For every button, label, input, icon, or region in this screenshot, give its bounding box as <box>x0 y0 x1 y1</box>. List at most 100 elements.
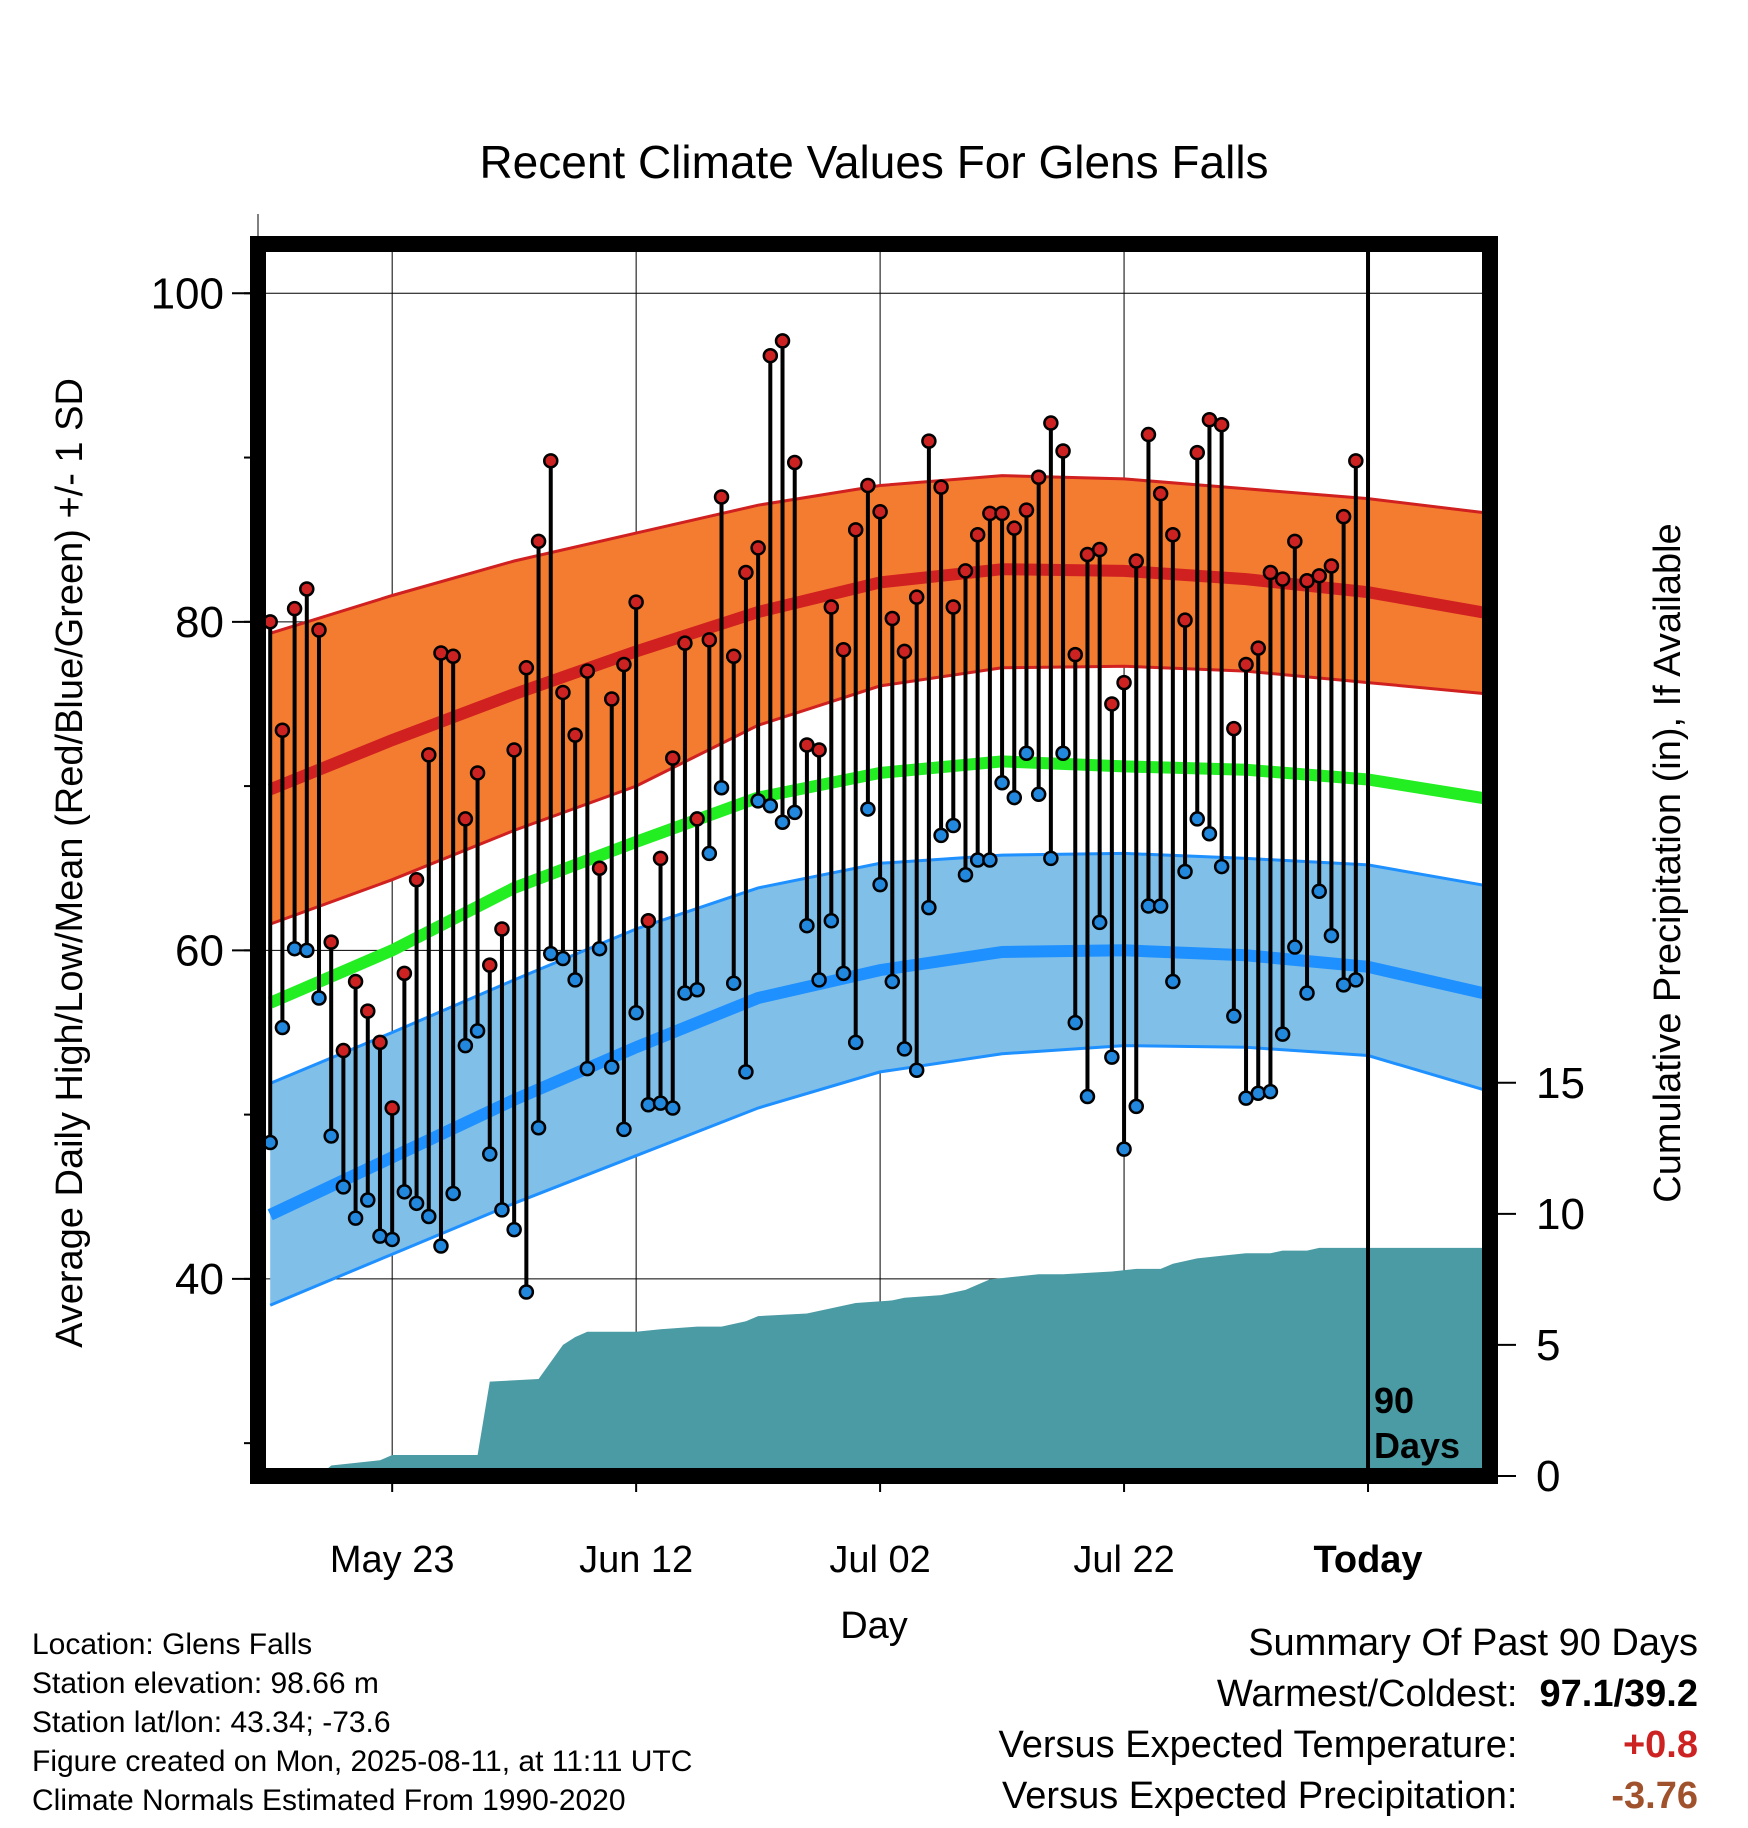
high-point <box>896 643 913 660</box>
low-point <box>1079 1088 1096 1105</box>
high-point <box>786 454 803 471</box>
low-point <box>1250 1085 1266 1102</box>
low-point <box>445 1185 461 1202</box>
high-point <box>1140 426 1157 443</box>
low-point <box>1201 825 1218 842</box>
high-point <box>1091 541 1108 558</box>
high-point <box>457 811 474 827</box>
high-point <box>421 747 437 763</box>
high-point <box>408 871 425 888</box>
warmest-coldest-label: Warmest/Coldest: <box>1216 1673 1518 1715</box>
normal-low-line <box>267 944 1492 1221</box>
low-point <box>567 972 583 988</box>
x-tick-label: Jul 22 <box>1073 1539 1174 1581</box>
low-point <box>1311 883 1327 899</box>
low-point <box>1213 858 1230 875</box>
low-point <box>1323 927 1340 944</box>
low-point <box>323 1128 339 1144</box>
precip-area <box>319 1247 1490 1476</box>
high-point <box>1213 416 1230 433</box>
low-point <box>274 1019 291 1036</box>
station-info: Location: Glens Falls Station elevation:… <box>32 1625 692 1820</box>
low-point <box>945 817 962 834</box>
high-point <box>872 504 888 520</box>
high-point <box>884 610 901 627</box>
high-point <box>1287 533 1303 550</box>
low-point <box>860 801 876 817</box>
high-point <box>555 684 571 701</box>
low-point <box>616 1121 632 1138</box>
y-tick-label: 80 <box>175 598 224 647</box>
low-point <box>933 827 949 844</box>
low-point <box>518 1284 535 1300</box>
low-point <box>579 1060 596 1077</box>
high-point <box>835 641 852 658</box>
high-point <box>677 635 693 651</box>
high-point <box>1250 640 1266 656</box>
x-axis-label: Day <box>840 1605 908 1647</box>
low-point <box>1104 1049 1120 1065</box>
high-point <box>543 453 559 469</box>
high-point <box>494 921 510 937</box>
plot-frame <box>250 236 1498 1484</box>
low-point <box>469 1023 486 1039</box>
high-sd-band <box>270 475 1491 925</box>
high-point <box>713 489 730 505</box>
precip-departure-value: -3.76 <box>1611 1775 1698 1817</box>
low-point <box>1177 863 1193 880</box>
low-point <box>847 1034 864 1051</box>
low-point <box>1152 898 1169 914</box>
x-tick-label: May 23 <box>330 1539 455 1581</box>
low-point <box>982 852 998 868</box>
high-point <box>969 527 986 543</box>
low-point <box>738 1064 754 1080</box>
high-point <box>1274 571 1291 587</box>
low-sd-band-lower-edge <box>269 1044 1491 1307</box>
high-point <box>738 564 754 581</box>
low-point <box>994 775 1010 791</box>
high-point <box>933 479 949 495</box>
high-point <box>1311 568 1327 584</box>
low-point <box>689 982 705 998</box>
low-point <box>896 1041 913 1057</box>
low-point <box>628 1005 644 1021</box>
high-point <box>860 477 876 494</box>
high-point <box>945 599 962 615</box>
low-point <box>811 972 827 988</box>
low-point <box>530 1120 547 1136</box>
latlon-line: Station lat/lon: 43.34; -73.6 <box>32 1706 391 1739</box>
y2-tick-label: 15 <box>1536 1059 1585 1108</box>
low-point <box>396 1184 413 1200</box>
low-point <box>701 845 718 862</box>
low-point <box>1226 1008 1242 1024</box>
normals-line: Climate Normals Estimated From 1990-2020 <box>32 1784 626 1817</box>
low-point <box>1116 1141 1132 1157</box>
low-point <box>664 1100 681 1116</box>
low-point <box>384 1231 400 1248</box>
low-point <box>360 1192 376 1208</box>
chart-title: Recent Climate Values For Glens Falls <box>479 136 1268 188</box>
low-point <box>677 985 693 1001</box>
high-point <box>1128 553 1145 569</box>
high-point <box>372 1034 388 1051</box>
high-point <box>725 648 742 665</box>
low-point <box>1262 1083 1279 1100</box>
low-point <box>421 1208 437 1225</box>
low-point <box>372 1228 388 1244</box>
high-point <box>603 691 620 707</box>
high-point <box>994 505 1010 522</box>
low-point <box>433 1238 449 1254</box>
low-point <box>286 940 303 957</box>
high-point <box>274 722 291 738</box>
high-point <box>664 750 681 766</box>
high-point <box>323 934 339 950</box>
high-point <box>701 632 718 648</box>
low-point <box>1128 1098 1145 1115</box>
high-point <box>567 727 583 743</box>
low-point <box>555 950 571 967</box>
high-point <box>823 599 840 615</box>
summary-panel: Summary Of Past 90 Days Warmest/Coldest:… <box>999 1618 1698 1822</box>
temp-departure-label: Versus Expected Temperature: <box>998 1724 1518 1766</box>
